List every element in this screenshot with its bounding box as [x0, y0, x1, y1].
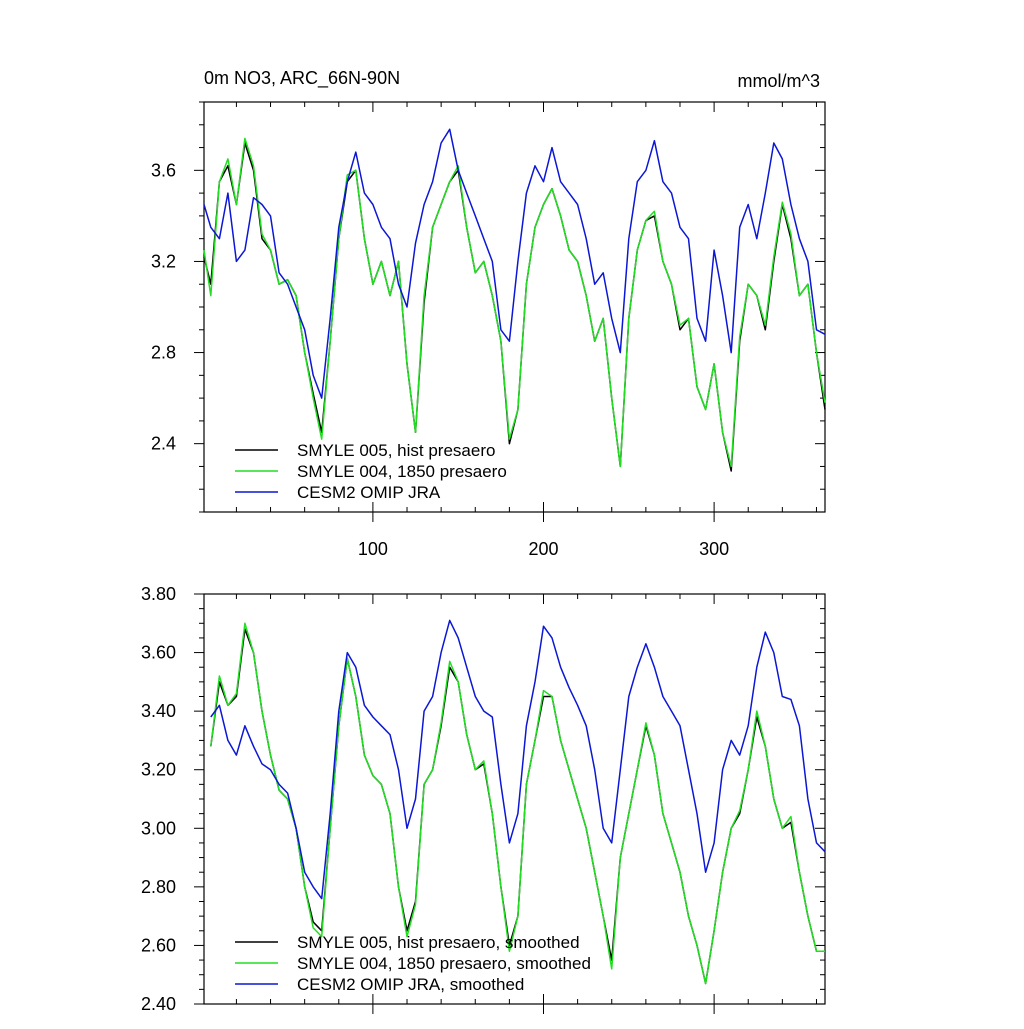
y-tick-label: 2.80 — [141, 877, 176, 897]
y-tick-label: 3.2 — [151, 251, 176, 271]
y-tick-label: 2.8 — [151, 343, 176, 363]
y-tick-label: 3.60 — [141, 643, 176, 663]
y-tick-label: 3.40 — [141, 701, 176, 721]
y-tick-label: 2.40 — [141, 994, 176, 1014]
y-tick-label: 3.80 — [141, 584, 176, 604]
units-label: mmol/m^3 — [738, 71, 820, 91]
y-tick-label: 2.4 — [151, 434, 176, 454]
series-line — [203, 128, 826, 399]
bottom-panel: 2.40 2.60 2.80 3.00 3.20 3.40 3.60 3.80 SMYLE 00… — [141, 584, 826, 1014]
legend-label: CESM2 OMIP JRA, smoothed — [297, 975, 524, 994]
y-tick-label: 2.60 — [141, 935, 176, 955]
y-tick-label: 3.20 — [141, 760, 176, 780]
x-tick-label: 100 — [358, 539, 388, 559]
y-tick-label: 3.6 — [151, 160, 176, 180]
legend-label: SMYLE 005, hist presaero — [297, 441, 495, 460]
chart-title: 0m NO3, ARC_66N-90N — [204, 68, 400, 89]
legend-label: SMYLE 004, 1850 presaero — [297, 462, 507, 481]
series-line — [210, 622, 825, 985]
x-tick-label: 200 — [528, 539, 558, 559]
legend-label: CESM2 OMIP JRA — [297, 483, 441, 502]
x-tick-label: 300 — [699, 539, 729, 559]
series-line — [210, 619, 826, 900]
legend-label: SMYLE 004, 1850 presaero, smoothed — [297, 954, 591, 973]
top-panel: 100 200 300 2.4 2.8 3.2 3.6 0m NO3, ARC_66N-90N… — [151, 68, 826, 559]
y-tick-label: 3.00 — [141, 818, 176, 838]
legend-label: SMYLE 005, hist presaero, smoothed — [297, 933, 580, 952]
series-line — [203, 137, 826, 468]
